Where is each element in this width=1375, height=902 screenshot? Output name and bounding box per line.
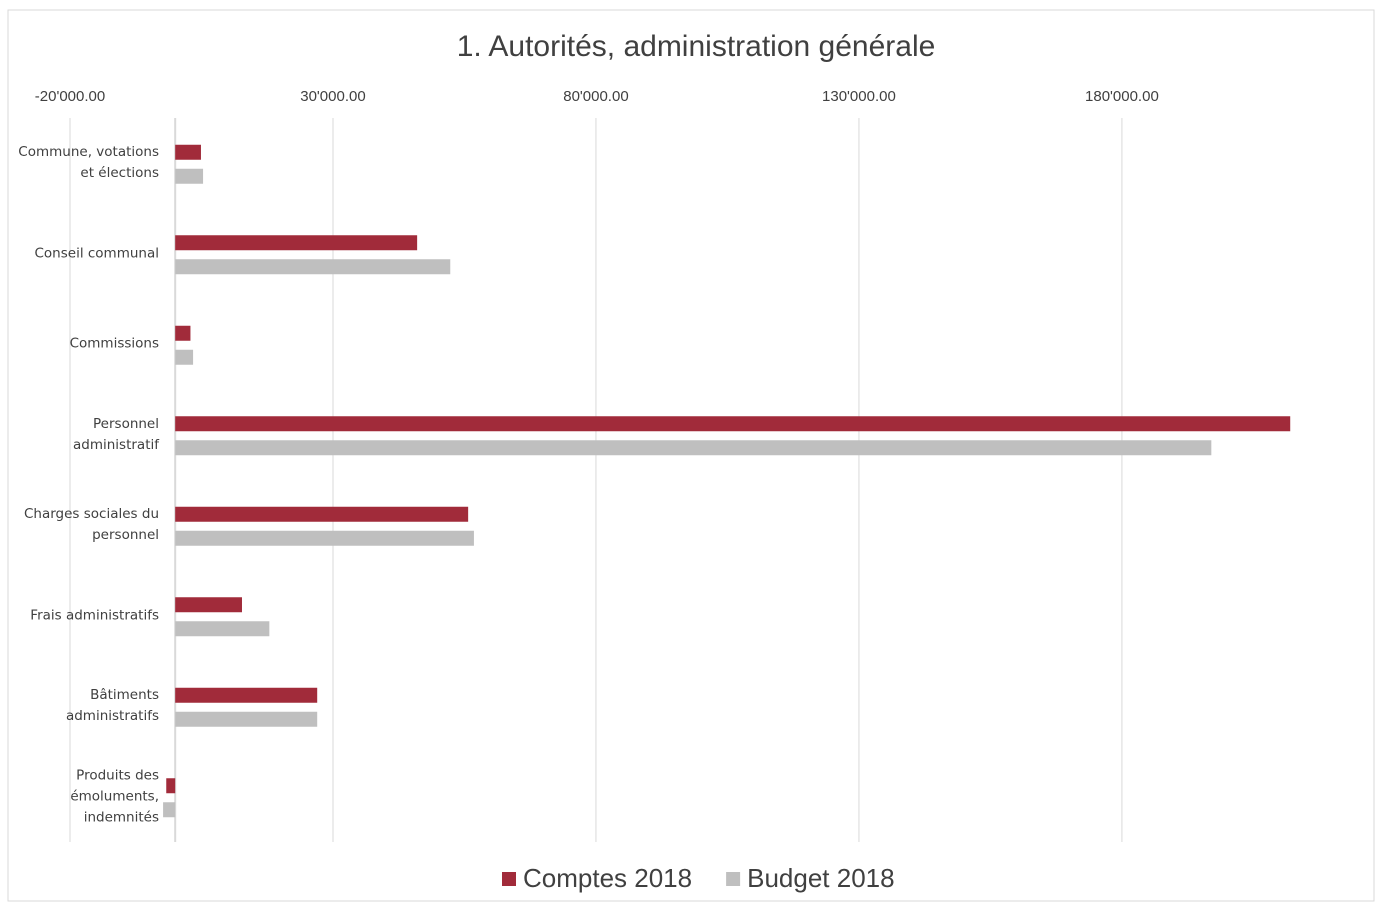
x-tick-label: 80'000.00 bbox=[563, 88, 628, 105]
bar bbox=[175, 506, 469, 522]
bar bbox=[166, 778, 176, 794]
bar bbox=[175, 144, 201, 160]
y-tick-label: Charges sociales du personnel bbox=[23, 506, 159, 544]
x-tick-label: 30'000.00 bbox=[300, 88, 365, 105]
bar bbox=[175, 621, 270, 637]
chart-border bbox=[7, 9, 1375, 902]
bar bbox=[175, 416, 1291, 432]
bar bbox=[175, 440, 1212, 456]
bar bbox=[175, 349, 194, 365]
y-tick-label: Conseil communal bbox=[34, 245, 160, 262]
bar bbox=[175, 687, 318, 703]
bar bbox=[175, 259, 451, 275]
x-tick-label: 180'000.00 bbox=[1085, 88, 1159, 105]
bar bbox=[175, 235, 418, 251]
y-tick-label: Commune, votations et élections bbox=[18, 144, 159, 182]
bar bbox=[175, 168, 204, 184]
y-tick-label: Commissions bbox=[69, 335, 159, 352]
legend-swatch bbox=[502, 872, 516, 886]
legend-label: Budget 2018 bbox=[747, 863, 894, 893]
bar bbox=[163, 802, 176, 818]
y-tick-label: Personnel administratif bbox=[73, 415, 159, 453]
x-tick-label: -20'000.00 bbox=[35, 88, 105, 105]
bar bbox=[175, 530, 474, 546]
x-tick-label: 130'000.00 bbox=[822, 88, 896, 105]
bar bbox=[175, 711, 318, 727]
legend-label: Comptes 2018 bbox=[523, 863, 692, 893]
y-tick-label: Bâtiments administratifs bbox=[65, 687, 159, 725]
legend-swatch bbox=[726, 872, 741, 886]
bar bbox=[175, 325, 191, 341]
bar bbox=[175, 597, 242, 613]
y-tick-label: Produits des émoluments, indemnités bbox=[70, 767, 159, 826]
y-tick-label: Frais administratifs bbox=[30, 607, 159, 624]
chart-title: 1. Autorités, administration générale bbox=[457, 30, 936, 63]
